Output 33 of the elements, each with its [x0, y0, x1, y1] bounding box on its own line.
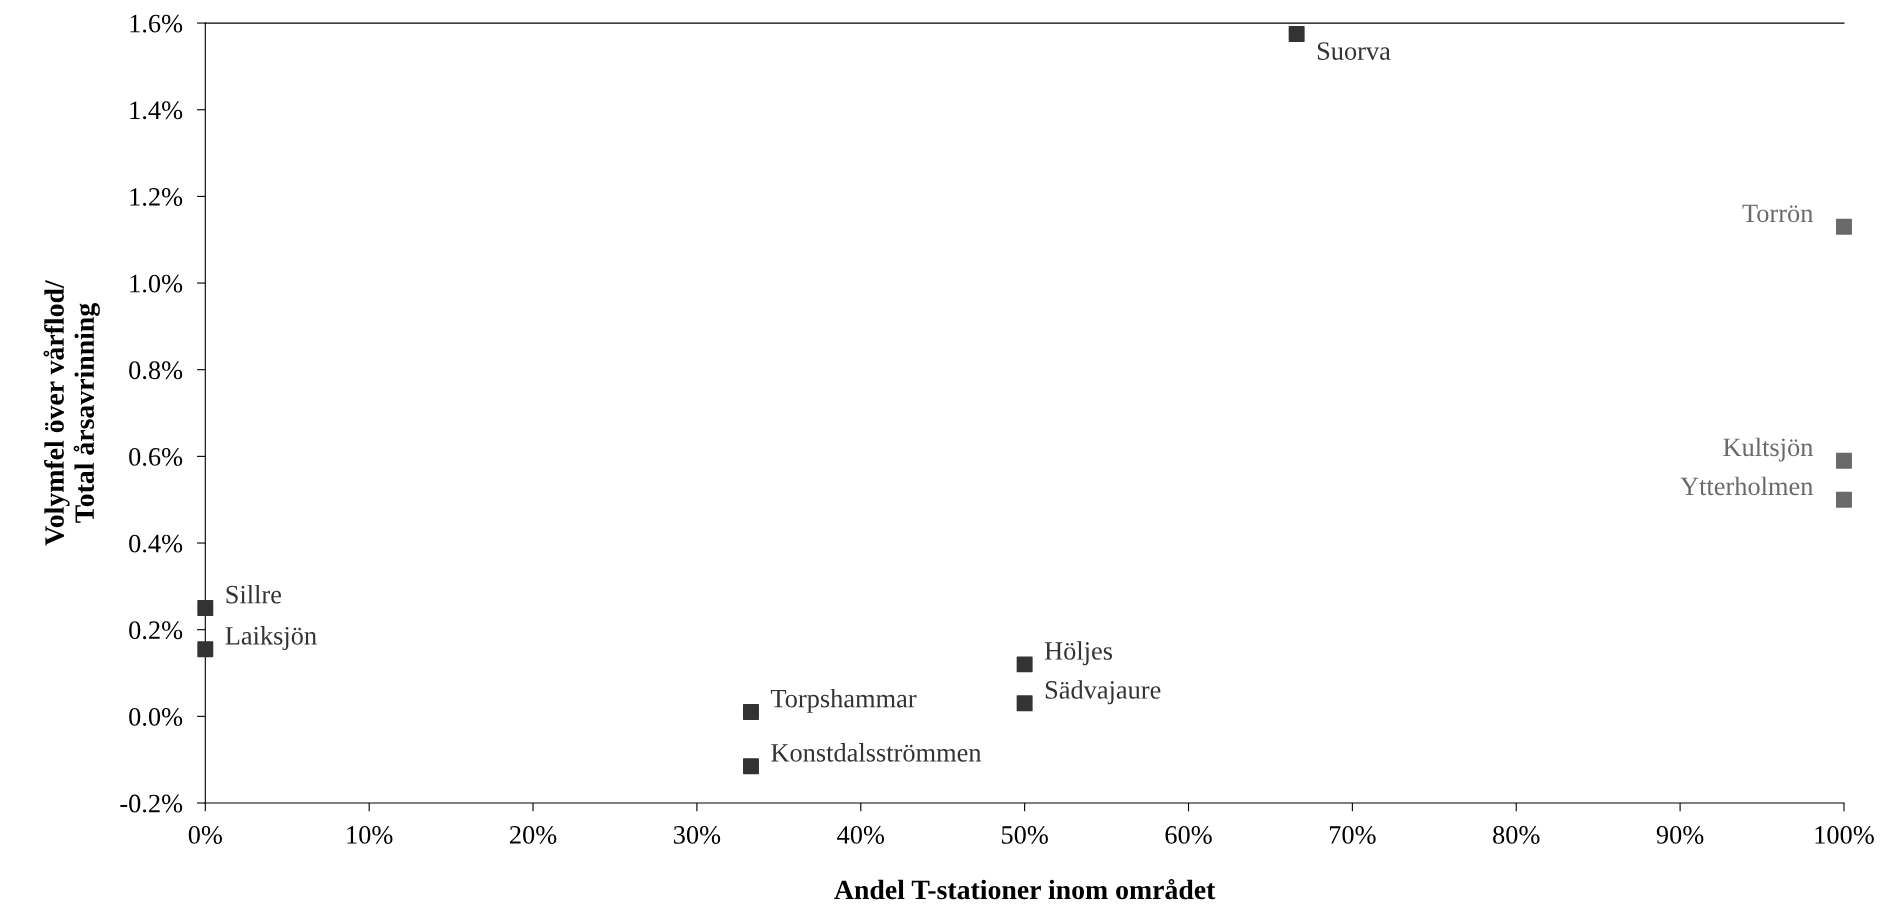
annotation: Höljes [1044, 641, 1113, 666]
annotation: Ytterholmen [1680, 476, 1814, 496]
y-tick-label: 0.6% [129, 447, 183, 466]
annotation: Sädvajaure [1045, 680, 1161, 705]
y-tick-label: 0.0% [129, 707, 183, 726]
x-tick-label: 10% [347, 826, 393, 844]
x-tick-label: 20% [510, 826, 557, 844]
y-tick-label: 0.2% [129, 621, 183, 640]
x-tick-label: 100% [1815, 826, 1874, 844]
x-tick-label: 0% [188, 826, 222, 844]
annotation: Kultsjön [1723, 437, 1814, 462]
x-tick-label: 30% [673, 826, 721, 844]
x-tick-label: 60% [1165, 826, 1212, 844]
y-tick-label: 1.0% [130, 274, 183, 293]
y-tick-label: 1.2% [130, 188, 183, 206]
x-tick-label: 40% [837, 826, 885, 844]
annotation: Suorva [1317, 42, 1391, 60]
y-tick-label: 0.4% [129, 534, 183, 553]
annotation: Sillre [226, 584, 282, 604]
y-tick-label: 1.4% [130, 101, 183, 120]
x-tick-label: 70% [1329, 826, 1376, 844]
annotation: Torpshammar [770, 688, 917, 713]
annotation: Torrön [1742, 204, 1814, 223]
x-tick-label: 90% [1656, 826, 1704, 844]
x-tick-label: 80% [1493, 826, 1540, 844]
y-tick-label: 1.6% [130, 14, 183, 33]
x-tick-label: 50% [1001, 826, 1048, 844]
annotation: Laiksjön [225, 626, 317, 651]
y-axis-title: Volymfel över vårflod/ Total årsavrinning [43, 280, 100, 546]
x-axis-title: Andel T-stationer inom området [834, 878, 1216, 900]
annotation: Konstdalsströmmen [771, 743, 982, 762]
y-tick-label: 0.8% [129, 361, 183, 380]
y-tick-label: -0.2% [120, 794, 183, 813]
